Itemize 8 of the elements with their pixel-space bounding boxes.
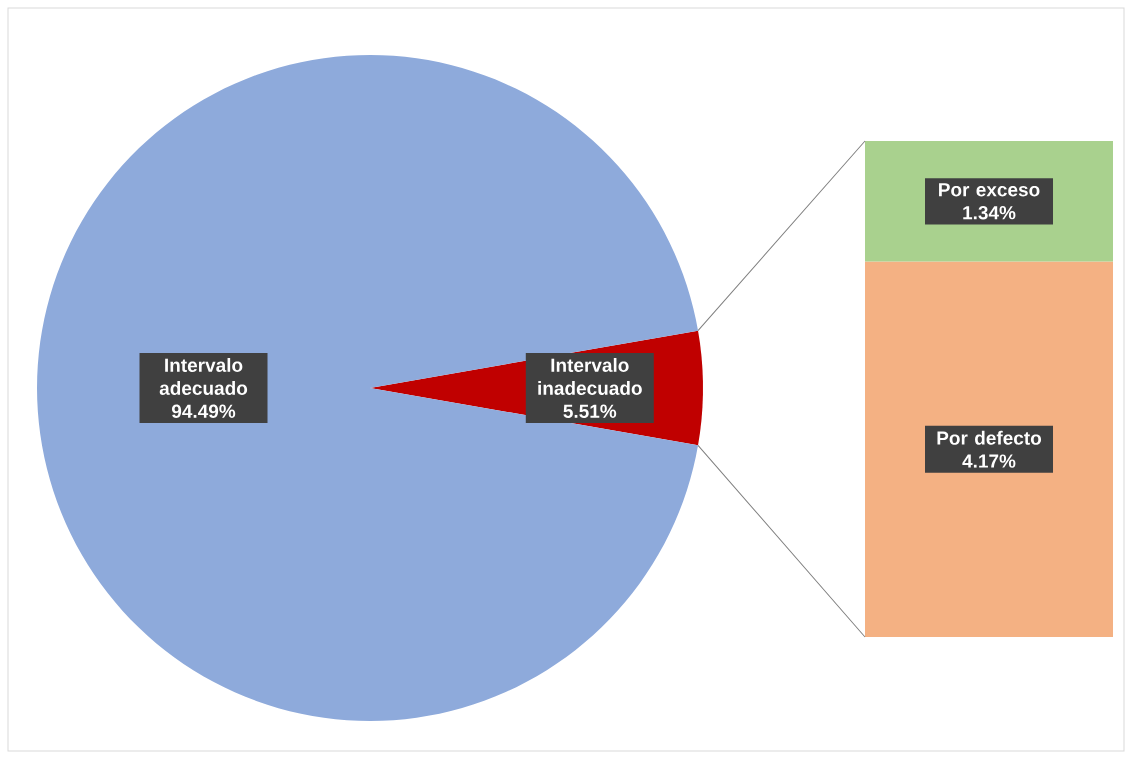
series-label: Por defecto xyxy=(937,430,1042,445)
data-label: 1.34% xyxy=(963,205,1016,220)
series-label: Por exceso xyxy=(939,183,1040,197)
slice-label: Intervalo inadecuado xyxy=(538,358,642,395)
data-label: 4.17% xyxy=(962,454,1016,468)
slice-label: Intervalo adecuado xyxy=(159,358,248,395)
data-label: 94.49% xyxy=(171,404,236,418)
data-label: 5.51% xyxy=(563,404,617,418)
